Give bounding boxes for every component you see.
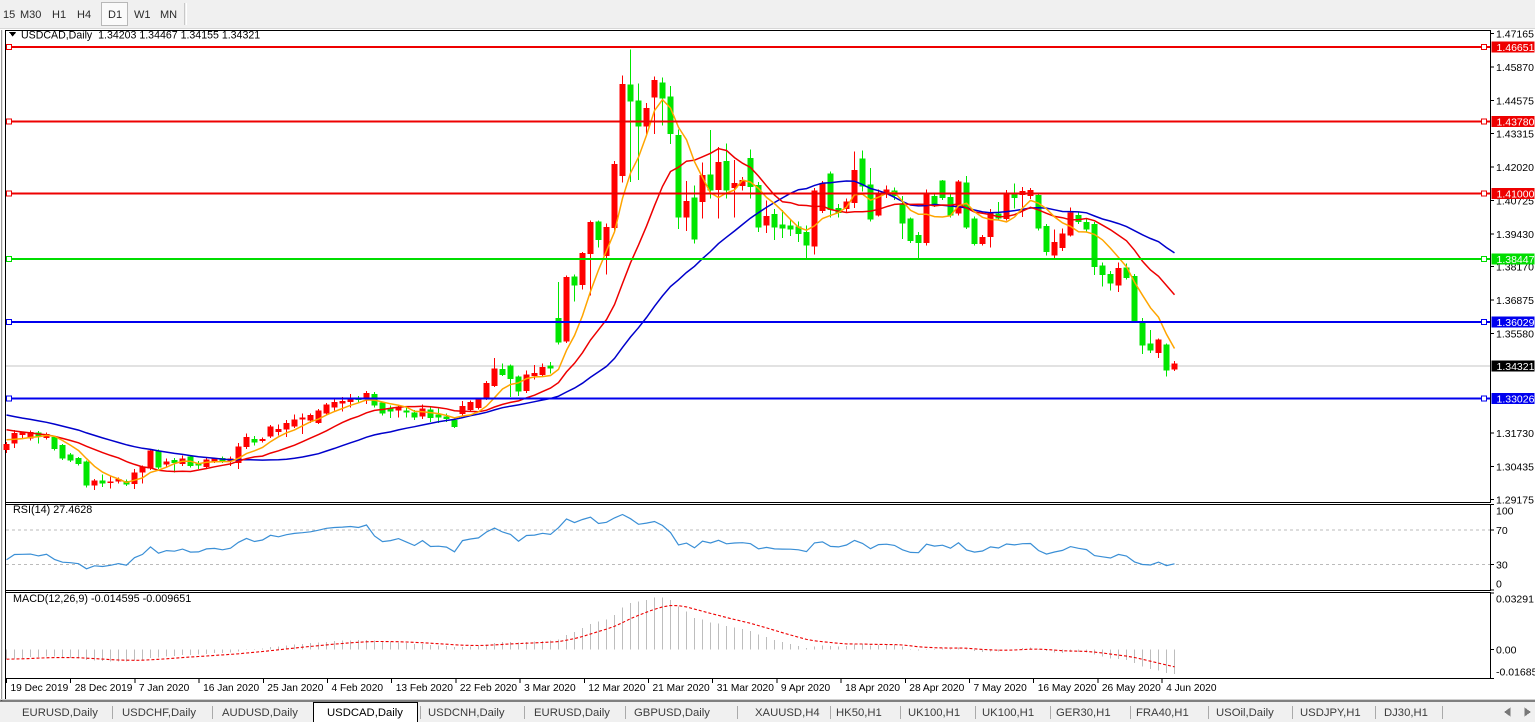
svg-text:UK100,H1: UK100,H1 [908, 707, 960, 719]
svg-text:MACD(12,26,9) -0.014595 -0.009: MACD(12,26,9) -0.014595 -0.009651 [13, 593, 191, 605]
svg-text:1.39430: 1.39430 [1496, 229, 1534, 241]
svg-text:1.43315: 1.43315 [1496, 128, 1534, 140]
svg-text:D1: D1 [108, 9, 122, 21]
svg-text:RSI(14) 27.4628: RSI(14) 27.4628 [13, 504, 92, 516]
svg-text:1.45870: 1.45870 [1496, 62, 1534, 74]
svg-text:1.38170: 1.38170 [1496, 262, 1534, 274]
svg-text:GBPUSD,Daily: GBPUSD,Daily [634, 707, 710, 719]
svg-text:HK50,H1: HK50,H1 [836, 707, 882, 719]
svg-text:AUDUSD,Daily: AUDUSD,Daily [222, 707, 298, 719]
svg-text:W1: W1 [134, 9, 151, 21]
svg-text:18 Apr 2020: 18 Apr 2020 [845, 683, 900, 694]
svg-text:7 May 2020: 7 May 2020 [974, 683, 1028, 694]
svg-text:USDCHF,Daily: USDCHF,Daily [122, 707, 196, 719]
svg-text:30: 30 [1496, 559, 1508, 571]
svg-text:13 Feb 2020: 13 Feb 2020 [396, 683, 454, 694]
svg-text:GER30,H1: GER30,H1 [1056, 707, 1111, 719]
svg-text:1.36875: 1.36875 [1496, 295, 1534, 307]
svg-text:EURUSD,Daily: EURUSD,Daily [22, 707, 98, 719]
svg-text:4 Feb 2020: 4 Feb 2020 [332, 683, 384, 694]
svg-text:1.31730: 1.31730 [1496, 428, 1534, 440]
svg-text:UK100,H1: UK100,H1 [982, 707, 1034, 719]
svg-text:70: 70 [1496, 525, 1508, 537]
svg-text:9 Apr 2020: 9 Apr 2020 [781, 683, 831, 694]
svg-text:26 May 2020: 26 May 2020 [1102, 683, 1161, 694]
svg-text:1.30435: 1.30435 [1496, 462, 1534, 474]
svg-text:1.41000: 1.41000 [1497, 189, 1535, 201]
svg-text:1.44575: 1.44575 [1496, 96, 1534, 108]
svg-text:100: 100 [1496, 506, 1514, 518]
svg-text:M30: M30 [20, 9, 41, 21]
svg-text:0: 0 [1496, 579, 1502, 591]
svg-text:MN: MN [160, 9, 177, 21]
svg-text:USDCAD,Daily: USDCAD,Daily [327, 707, 403, 719]
svg-text:1.35580: 1.35580 [1496, 329, 1534, 341]
svg-text:USDCAD,Daily 1.34203 1.34467: USDCAD,Daily 1.34203 1.34467 1.34155 1.3… [21, 30, 260, 42]
svg-text:28 Dec 2019: 28 Dec 2019 [75, 683, 133, 694]
svg-text:USDCNH,Daily: USDCNH,Daily [428, 707, 505, 719]
svg-text:28 Apr 2020: 28 Apr 2020 [909, 683, 964, 694]
svg-text:1.43780: 1.43780 [1497, 117, 1535, 129]
svg-text:1.38447: 1.38447 [1497, 254, 1535, 266]
svg-text:0.00: 0.00 [1496, 645, 1517, 657]
svg-text:25 Jan 2020: 25 Jan 2020 [267, 683, 323, 694]
svg-text:19 Dec 2019: 19 Dec 2019 [11, 683, 69, 694]
svg-text:1.29175: 1.29175 [1496, 494, 1534, 506]
svg-text:FRA40,H1: FRA40,H1 [1136, 707, 1189, 719]
svg-text:USDJPY,H1: USDJPY,H1 [1300, 707, 1361, 719]
svg-text:3 Mar 2020: 3 Mar 2020 [524, 683, 576, 694]
svg-text:12 Mar 2020: 12 Mar 2020 [588, 683, 646, 694]
svg-text:1.42020: 1.42020 [1496, 162, 1534, 174]
svg-text:31 Mar 2020: 31 Mar 2020 [717, 683, 775, 694]
svg-text:XAUUSD,H4: XAUUSD,H4 [755, 707, 820, 719]
svg-text:1.47165: 1.47165 [1496, 29, 1534, 41]
svg-text:4 Jun 2020: 4 Jun 2020 [1166, 683, 1217, 694]
svg-text:1.46651: 1.46651 [1497, 42, 1535, 54]
svg-text:0.03291: 0.03291 [1496, 594, 1534, 606]
svg-text:22 Feb 2020: 22 Feb 2020 [460, 683, 518, 694]
svg-text:USOil,Daily: USOil,Daily [1216, 707, 1274, 719]
svg-text:16 Jan 2020: 16 Jan 2020 [203, 683, 259, 694]
svg-text:EURUSD,Daily: EURUSD,Daily [534, 707, 610, 719]
svg-text:7 Jan 2020: 7 Jan 2020 [139, 683, 190, 694]
svg-text:H1: H1 [52, 9, 66, 21]
svg-text:H4: H4 [77, 9, 91, 21]
svg-text:1.34321: 1.34321 [1497, 361, 1535, 373]
svg-text:1.33026: 1.33026 [1497, 393, 1535, 405]
svg-text:15: 15 [3, 9, 15, 21]
svg-text:DJ30,H1: DJ30,H1 [1384, 707, 1428, 719]
svg-text:21 Mar 2020: 21 Mar 2020 [653, 683, 711, 694]
svg-text:16 May 2020: 16 May 2020 [1038, 683, 1097, 694]
svg-text:-0.016857: -0.016857 [1496, 667, 1535, 679]
svg-text:1.36029: 1.36029 [1497, 317, 1535, 329]
